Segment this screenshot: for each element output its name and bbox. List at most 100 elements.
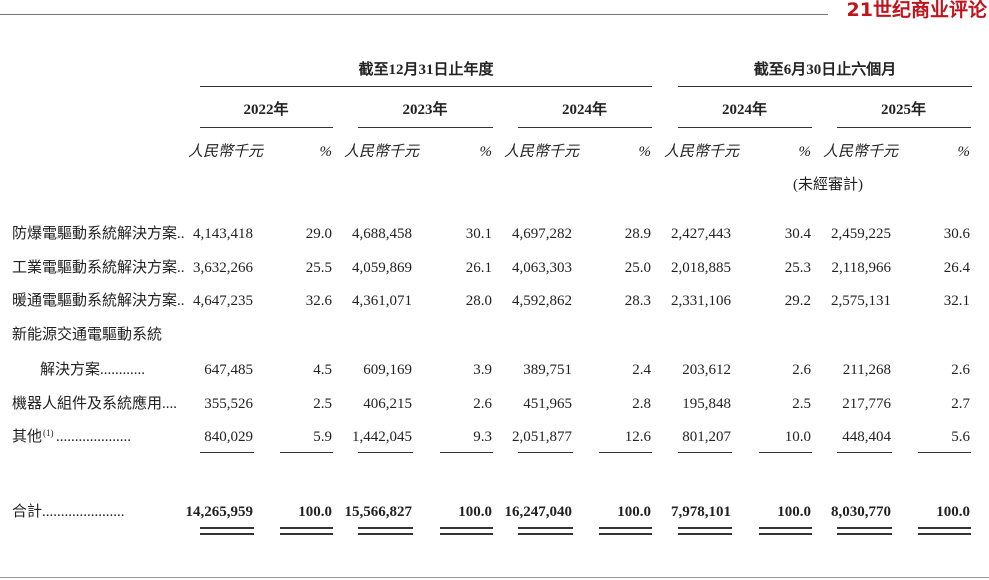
year-header: 2022年 xyxy=(243,102,289,118)
amount-unit: 人民幣千元 xyxy=(188,144,264,160)
amount-cell: 4,647,235 xyxy=(193,293,253,309)
percent-cell: 2.5 xyxy=(792,396,811,412)
amount-cell: 2,118,966 xyxy=(831,260,891,276)
percent-cell: 2.7 xyxy=(951,396,970,412)
total-percent: 100.0 xyxy=(777,504,811,520)
amount-cell: 4,592,862 xyxy=(512,293,572,309)
percent-cell: 2.8 xyxy=(632,396,651,412)
group-underline xyxy=(678,86,972,87)
year-header: 2023年 xyxy=(402,102,448,118)
total-double-rule xyxy=(599,533,652,535)
amount-cell: 4,059,869 xyxy=(352,260,412,276)
total-double-rule xyxy=(358,527,413,529)
subtotal-rule xyxy=(200,452,254,453)
row-leader: .................... xyxy=(56,429,131,445)
total-percent: 100.0 xyxy=(617,504,651,520)
percent-unit: % xyxy=(479,144,493,160)
row-label: 暖通電驅動系統解決方案.. xyxy=(12,293,185,309)
unaudited-note: (未經審計) xyxy=(793,177,863,193)
percent-cell: 25.5 xyxy=(305,260,332,276)
total-double-rule xyxy=(358,533,413,535)
total-double-rule xyxy=(837,527,892,529)
subtotal-rule xyxy=(440,452,493,453)
total-double-rule xyxy=(918,527,971,529)
amount-unit: 人民幣千元 xyxy=(344,144,420,160)
percent-cell: 4.5 xyxy=(313,362,332,378)
total-double-rule xyxy=(200,527,254,529)
total-double-rule xyxy=(759,527,812,529)
amount-cell: 609,169 xyxy=(363,362,412,378)
subtotal-rule xyxy=(837,452,892,453)
subtotal-rule xyxy=(599,452,652,453)
total-percent: 100.0 xyxy=(298,504,332,520)
amount-cell: 203,612 xyxy=(682,362,731,378)
amount-cell: 2,427,443 xyxy=(671,226,731,242)
percent-cell: 9.3 xyxy=(473,429,492,445)
percent-unit: % xyxy=(957,144,971,160)
total-double-rule xyxy=(759,533,812,535)
total-double-rule xyxy=(440,527,493,529)
amount-unit: 人民幣千元 xyxy=(504,144,580,160)
amount-cell: 2,575,131 xyxy=(831,293,891,309)
amount-cell: 389,751 xyxy=(523,362,572,378)
total-amount: 15,566,827 xyxy=(344,504,413,520)
percent-cell: 5.6 xyxy=(951,429,970,445)
amount-cell: 4,143,418 xyxy=(193,226,253,242)
percent-cell: 10.0 xyxy=(784,429,811,445)
percent-unit: % xyxy=(798,144,812,160)
percent-cell: 26.1 xyxy=(465,260,492,276)
percent-cell: 25.0 xyxy=(624,260,651,276)
subtotal-rule xyxy=(918,452,971,453)
percent-cell: 2.6 xyxy=(792,362,811,378)
percent-cell: 26.4 xyxy=(943,260,970,276)
row-label: 機器人組件及系統應用.... xyxy=(12,396,178,412)
total-label: 合計...................... xyxy=(12,504,125,520)
percent-cell: 5.9 xyxy=(313,429,332,445)
year-underline xyxy=(837,127,971,128)
group-header: 截至6月30日止六個月 xyxy=(753,62,897,78)
amount-cell: 840,029 xyxy=(204,429,253,445)
row-label: 防爆電驅動系統解決方案.. xyxy=(12,226,185,242)
top-rule xyxy=(0,14,828,15)
amount-cell: 1,442,045 xyxy=(352,429,412,445)
percent-cell: 30.1 xyxy=(465,226,492,242)
percent-cell: 2.6 xyxy=(951,362,970,378)
total-double-rule xyxy=(678,527,732,529)
year-underline xyxy=(358,127,493,128)
percent-cell: 25.3 xyxy=(784,260,811,276)
subtotal-rule xyxy=(280,452,333,453)
row-label: 解決方案............ xyxy=(40,362,146,378)
amount-cell: 4,697,282 xyxy=(512,226,572,242)
percent-cell: 28.0 xyxy=(465,293,492,309)
percent-cell: 29.0 xyxy=(305,226,332,242)
year-header: 2025年 xyxy=(880,102,926,118)
percent-cell: 30.6 xyxy=(943,226,970,242)
total-amount: 8,030,770 xyxy=(831,504,891,520)
percent-unit: % xyxy=(319,144,333,160)
total-double-rule xyxy=(918,533,971,535)
total-double-rule xyxy=(599,527,652,529)
amount-cell: 355,526 xyxy=(204,396,253,412)
row-label: 工業電驅動系統解決方案.. xyxy=(12,260,185,276)
total-amount: 7,978,101 xyxy=(671,504,731,520)
amount-cell: 451,965 xyxy=(523,396,572,412)
percent-cell: 29.2 xyxy=(784,293,811,309)
amount-cell: 3,632,266 xyxy=(193,260,253,276)
total-amount: 14,265,959 xyxy=(185,504,254,520)
total-double-rule xyxy=(518,533,573,535)
total-double-rule xyxy=(280,533,333,535)
row-label: 新能源交通電驅動系統 xyxy=(12,327,163,343)
percent-cell: 28.9 xyxy=(624,226,651,242)
amount-cell: 406,215 xyxy=(363,396,412,412)
amount-cell: 4,063,303 xyxy=(512,260,572,276)
group-header: 截至12月31日止年度 xyxy=(358,62,494,78)
row-note: (1) xyxy=(43,428,54,438)
total-double-rule xyxy=(280,527,333,529)
amount-cell: 2,018,885 xyxy=(671,260,731,276)
year-underline xyxy=(678,127,812,128)
total-double-rule xyxy=(518,527,573,529)
logo: 21世纪商业评论 xyxy=(846,0,987,21)
amount-cell: 2,459,225 xyxy=(831,226,891,242)
row-label: 其他 xyxy=(12,429,43,445)
